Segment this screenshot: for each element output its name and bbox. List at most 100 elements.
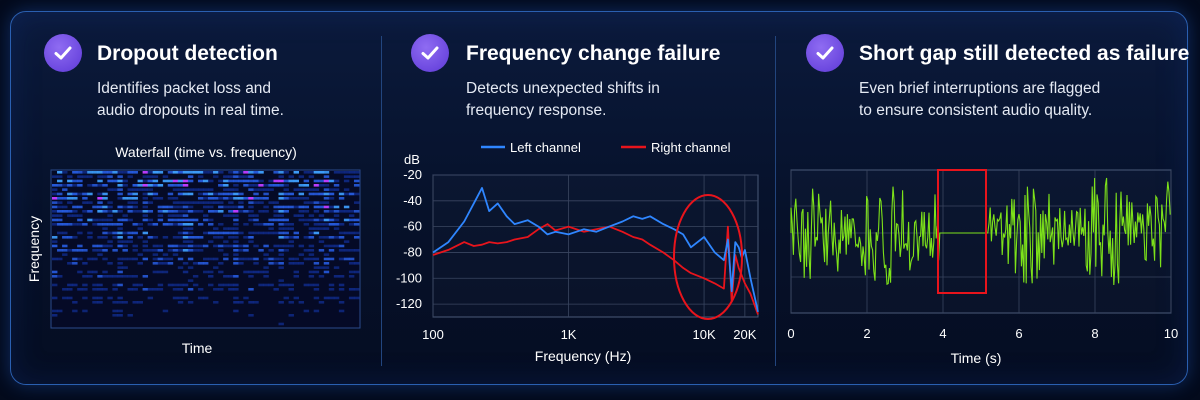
waterfall-cell: [52, 283, 58, 287]
waterfall-cell: [117, 283, 123, 287]
waterfall-cell: [122, 218, 128, 222]
waterfall-cell: [298, 301, 305, 304]
waterfall-cell: [303, 210, 310, 213]
waveform-chart: 0 2 4 6 8 10 Time (s): [787, 169, 1178, 366]
waterfall-cell: [157, 249, 164, 252]
waterfall-cell: [92, 288, 98, 291]
waterfall-cell: [308, 270, 315, 274]
waterfall-cell: [333, 227, 340, 230]
waterfall-cell: [127, 175, 133, 178]
waterfall-cell: [177, 214, 184, 217]
waterfall-cell: [97, 179, 103, 183]
check-circle-icon: [806, 34, 844, 72]
waterfall-cell: [218, 210, 224, 213]
waterfall-cell: [187, 223, 194, 226]
y-tick-label: -40: [403, 193, 422, 208]
waterfall-cell: [233, 253, 239, 256]
waterfall-cell: [177, 223, 184, 226]
waterfall-cell: [147, 175, 154, 178]
waterfall-cell: [248, 179, 254, 183]
waterfall-cell: [348, 275, 355, 278]
waterfall-cell: [208, 283, 214, 287]
waterfall-cell: [218, 192, 224, 196]
waterfall-cell: [288, 192, 294, 196]
waterfall-cell: [177, 210, 184, 213]
waterfall-cell: [172, 296, 179, 300]
waterfall-cell: [62, 288, 68, 291]
waterfall-cell: [172, 179, 179, 183]
waterfall-cell: [348, 210, 355, 213]
waterfall-cell: [142, 214, 149, 217]
waterfall-cell: [172, 223, 179, 226]
waterfall-cell: [233, 227, 239, 230]
waterfall-cell: [323, 197, 330, 200]
waterfall-cell: [258, 270, 264, 274]
waterfall-cell: [288, 257, 294, 261]
waterfall-cell: [197, 175, 204, 178]
waterfall-cell: [77, 192, 83, 196]
waterfall-cell: [293, 205, 299, 209]
waterfall-cell: [187, 288, 194, 291]
waterfall-cell: [102, 236, 108, 239]
waterfall-cell: [223, 240, 229, 243]
panel-desc-short-gap-1: Even brief interruptions are flagged: [859, 80, 1101, 97]
waterfall-cell: [278, 175, 284, 178]
waterfall-cell: [278, 214, 284, 217]
waterfall-cell: [298, 253, 305, 256]
waterfall-cell: [112, 223, 118, 226]
waterfall-cell: [248, 257, 254, 261]
waterfall-cell: [288, 227, 294, 230]
waterfall-cell: [288, 197, 294, 200]
waterfall-cell: [97, 253, 103, 256]
waterfall-cell: [162, 236, 169, 239]
waterfall-cell: [52, 188, 58, 191]
waterfall-cell: [137, 301, 143, 304]
waterfall-cell: [338, 275, 345, 278]
waterfall-cell: [97, 171, 103, 174]
waterfall-cell: [263, 188, 269, 191]
waterfall-cell: [273, 171, 279, 174]
waterfall-cell: [157, 218, 164, 222]
waterfall-cell: [192, 236, 199, 239]
waterfall-cell: [132, 205, 138, 209]
waterfall-cell: [52, 257, 58, 261]
waterfall-cell: [202, 171, 209, 174]
waterfall-cell: [197, 244, 204, 248]
waterfall-cell: [243, 197, 249, 200]
waterfall-cell: [182, 210, 189, 213]
waterfall-cell: [182, 227, 189, 230]
waterfall-cell: [147, 249, 154, 252]
waterfall-cell: [77, 218, 83, 222]
waterfall-cell: [62, 296, 68, 300]
waterfall-cell: [67, 236, 73, 239]
waterfall-cell: [57, 231, 63, 235]
waterfall-cell: [187, 257, 194, 261]
waterfall-cell: [228, 283, 234, 287]
waterfall-cell: [333, 179, 340, 183]
waterfall-cell: [278, 210, 284, 213]
waterfall-cell: [318, 201, 325, 204]
waterfall-cell: [177, 283, 184, 287]
waterfall-cell: [223, 244, 229, 248]
waterfall-cell: [67, 175, 73, 178]
waterfall-cell: [243, 244, 249, 248]
waterfall-cell: [208, 171, 214, 174]
waterfall-cell: [273, 201, 279, 204]
waterfall-cell: [77, 214, 83, 217]
waterfall-cell: [137, 262, 143, 265]
waterfall-cell: [218, 179, 224, 183]
waterfall-cell: [323, 257, 330, 261]
waterfall-cell: [192, 210, 199, 213]
waterfall-cell: [283, 249, 289, 252]
waterfall-cell: [303, 188, 310, 191]
waterfall-cell: [112, 171, 118, 174]
waterfall-cell: [187, 218, 194, 222]
waterfall-cell: [313, 231, 320, 235]
waterfall-cell: [112, 314, 118, 317]
waterfall-cell: [343, 171, 350, 174]
waterfall-cell: [323, 262, 330, 265]
waterfall-cell: [348, 296, 355, 300]
waterfall-cell: [313, 171, 320, 174]
waterfall-cell: [97, 283, 103, 287]
waterfall-title: Waterfall (time vs. frequency): [115, 144, 297, 160]
